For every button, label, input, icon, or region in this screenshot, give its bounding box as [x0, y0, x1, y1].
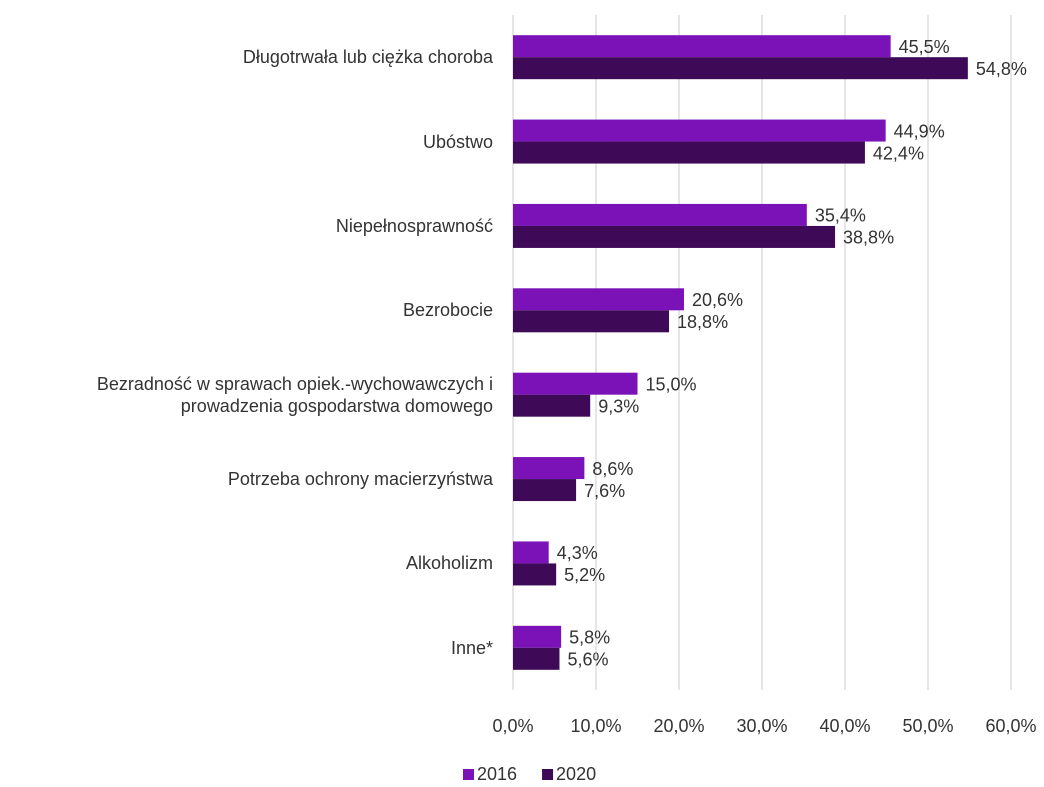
legend-label: 2020	[556, 764, 596, 784]
value-label: 4,3%	[557, 543, 598, 563]
value-label: 35,4%	[815, 206, 866, 226]
bar	[513, 57, 968, 80]
value-label: 42,4%	[873, 143, 924, 163]
bar	[513, 225, 836, 248]
value-label: 45,5%	[899, 37, 950, 57]
value-label: 38,8%	[843, 228, 894, 248]
x-tick-label: 40,0%	[819, 716, 870, 736]
bar	[513, 563, 557, 586]
bar	[513, 203, 807, 226]
x-tick-label: 20,0%	[653, 716, 704, 736]
bar	[513, 479, 577, 502]
value-label: 8,6%	[592, 459, 633, 479]
category-label: Alkoholizm	[405, 553, 493, 574]
x-tick-label: 30,0%	[736, 716, 787, 736]
value-label: 18,8%	[677, 312, 728, 332]
x-tick-label: 60,0%	[985, 716, 1036, 736]
value-label: 9,3%	[598, 396, 639, 416]
legend-swatch	[542, 769, 554, 780]
value-label: 5,6%	[567, 650, 608, 670]
bar	[513, 141, 865, 164]
category-label: Bezrobocie	[402, 300, 493, 321]
bar	[513, 457, 585, 480]
legend-swatch	[463, 769, 474, 780]
bar	[513, 119, 886, 142]
bar	[513, 35, 891, 58]
value-label: 44,9%	[894, 121, 945, 141]
value-label: 54,8%	[976, 59, 1027, 79]
value-label: 7,6%	[584, 481, 625, 501]
x-tick-label: 0,0%	[492, 716, 533, 736]
bar	[513, 310, 670, 333]
x-tick-label: 10,0%	[570, 716, 621, 736]
category-label: Inne*	[450, 637, 493, 658]
bar	[513, 288, 684, 311]
category-label: Bezradność w sprawach opiek.-wychowawczy…	[96, 373, 493, 416]
value-label: 5,8%	[569, 628, 610, 648]
x-tick-label: 50,0%	[902, 716, 953, 736]
bar	[513, 394, 591, 417]
category-label: Niepełnosprawność	[335, 215, 493, 236]
bar	[513, 372, 638, 395]
category-label: Potrzeba ochrony macierzyństwa	[227, 469, 493, 490]
bar	[513, 625, 562, 648]
legend-label: 2016	[477, 764, 517, 784]
value-label: 5,2%	[564, 565, 605, 585]
bar	[513, 647, 560, 670]
value-label: 20,6%	[692, 290, 743, 310]
bar	[513, 541, 549, 564]
category-label: Długotrwała lub ciężka choroba	[242, 47, 493, 68]
value-label: 15,0%	[646, 374, 697, 394]
category-label: Ubóstwo	[422, 131, 493, 152]
